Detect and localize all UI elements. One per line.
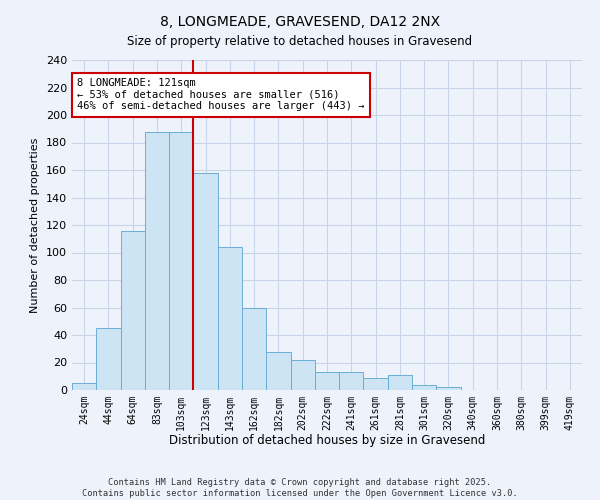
Bar	[96, 328, 121, 390]
Bar	[169, 132, 193, 390]
Bar	[412, 384, 436, 390]
Text: Size of property relative to detached houses in Gravesend: Size of property relative to detached ho…	[127, 35, 473, 48]
Bar	[290, 360, 315, 390]
X-axis label: Distribution of detached houses by size in Gravesend: Distribution of detached houses by size …	[169, 434, 485, 448]
Bar	[266, 352, 290, 390]
Bar	[145, 132, 169, 390]
Text: 8, LONGMEADE, GRAVESEND, DA12 2NX: 8, LONGMEADE, GRAVESEND, DA12 2NX	[160, 15, 440, 29]
Bar	[339, 372, 364, 390]
Y-axis label: Number of detached properties: Number of detached properties	[31, 138, 40, 312]
Bar	[193, 173, 218, 390]
Bar	[388, 375, 412, 390]
Bar	[242, 308, 266, 390]
Bar	[315, 372, 339, 390]
Bar	[218, 247, 242, 390]
Bar	[364, 378, 388, 390]
Bar	[72, 383, 96, 390]
Text: Contains HM Land Registry data © Crown copyright and database right 2025.
Contai: Contains HM Land Registry data © Crown c…	[82, 478, 518, 498]
Bar	[436, 387, 461, 390]
Bar	[121, 230, 145, 390]
Text: 8 LONGMEADE: 121sqm
← 53% of detached houses are smaller (516)
46% of semi-detac: 8 LONGMEADE: 121sqm ← 53% of detached ho…	[77, 78, 365, 112]
